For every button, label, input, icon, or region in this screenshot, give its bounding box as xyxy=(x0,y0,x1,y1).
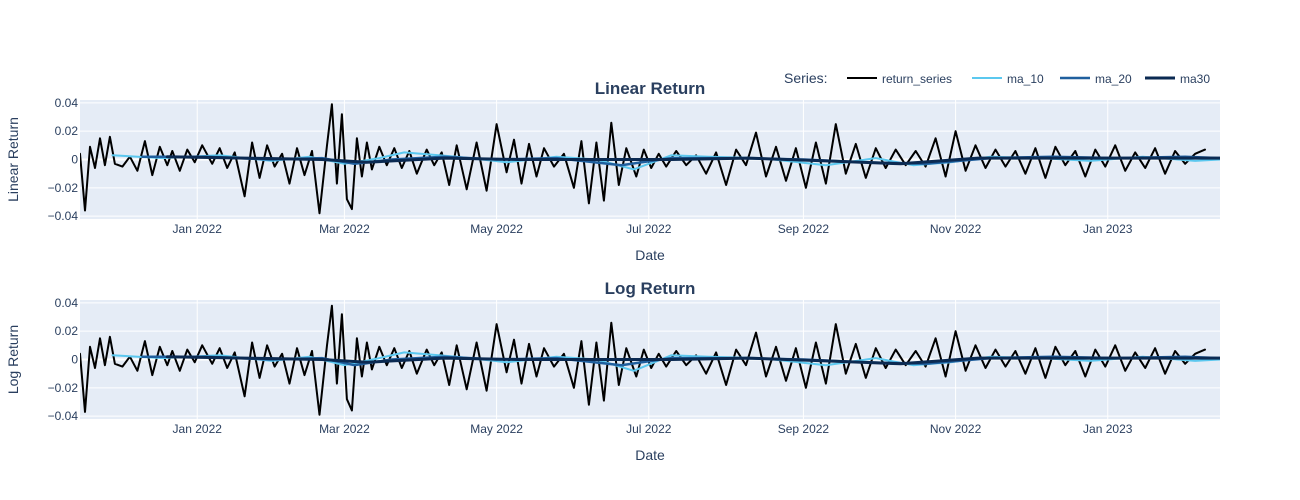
x-tick-label: Jul 2022 xyxy=(626,422,672,436)
y-tick-label: −0.04 xyxy=(48,209,79,223)
x-tick-label: Mar 2022 xyxy=(319,422,370,436)
legend-label: ma30 xyxy=(1180,72,1210,86)
y-axis-title: Log Return xyxy=(5,325,21,394)
legend-item-return-series[interactable]: return_series xyxy=(847,72,952,86)
x-axis-title: Date xyxy=(635,247,665,263)
legend-label: ma_10 xyxy=(1007,72,1044,86)
x-tick-label: May 2022 xyxy=(470,422,523,436)
y-tick-label: −0.02 xyxy=(48,381,79,395)
x-axis-title: Date xyxy=(635,447,665,463)
series-line-ma30 xyxy=(165,155,1220,166)
legend-item-ma-10[interactable]: ma_10 xyxy=(972,72,1044,86)
subplot-2: 0.04 0.02 0 −0.02 −0.04 Jan 2022 Mar 2022 May 2… xyxy=(5,279,1220,463)
y-tick-label: 0.02 xyxy=(55,124,79,138)
x-tick-label: Sep 2022 xyxy=(778,422,830,436)
subplot-1: 0.04 0.02 0 −0.02 −0.04 Jan 2022 Mar 2022 May 2… xyxy=(5,79,1220,263)
x-tick-label: Jan 2022 xyxy=(173,222,223,236)
x-tick-label: Jan 2023 xyxy=(1083,422,1133,436)
x-tick-label: Nov 2022 xyxy=(930,422,982,436)
series-line-ma30 xyxy=(165,355,1220,366)
legend-item-ma30[interactable]: ma30 xyxy=(1145,72,1210,86)
y-tick-label: −0.02 xyxy=(48,181,79,195)
legend-title: Series: xyxy=(784,70,828,86)
x-tick-label: Jul 2022 xyxy=(626,222,672,236)
x-tick-label: Mar 2022 xyxy=(319,222,370,236)
y-tick-label: 0.04 xyxy=(55,296,79,310)
y-tick-label: 0.04 xyxy=(55,96,79,110)
y-axis-title: Linear Return xyxy=(5,117,21,202)
x-tick-label: Nov 2022 xyxy=(930,222,982,236)
y-tick-label: 0.02 xyxy=(55,324,79,338)
legend-item-ma-20[interactable]: ma_20 xyxy=(1060,72,1132,86)
x-tick-label: Jan 2022 xyxy=(173,422,223,436)
series-line-return-series xyxy=(80,304,1206,416)
legend-label: ma_20 xyxy=(1095,72,1132,86)
y-tick-label: −0.04 xyxy=(48,409,79,423)
legend-label: return_series xyxy=(882,72,952,86)
x-tick-label: May 2022 xyxy=(470,222,523,236)
y-tick-label: 0 xyxy=(71,153,78,167)
series-line-return-series xyxy=(80,103,1206,215)
legend: Series: return_series ma_10 ma_20 ma30 xyxy=(784,70,1210,86)
subplot-title: Linear Return xyxy=(595,79,706,98)
subplot-title: Log Return xyxy=(605,279,696,298)
x-tick-label: Sep 2022 xyxy=(778,222,830,236)
x-tick-label: Jan 2023 xyxy=(1083,222,1133,236)
y-tick-label: 0 xyxy=(71,353,78,367)
